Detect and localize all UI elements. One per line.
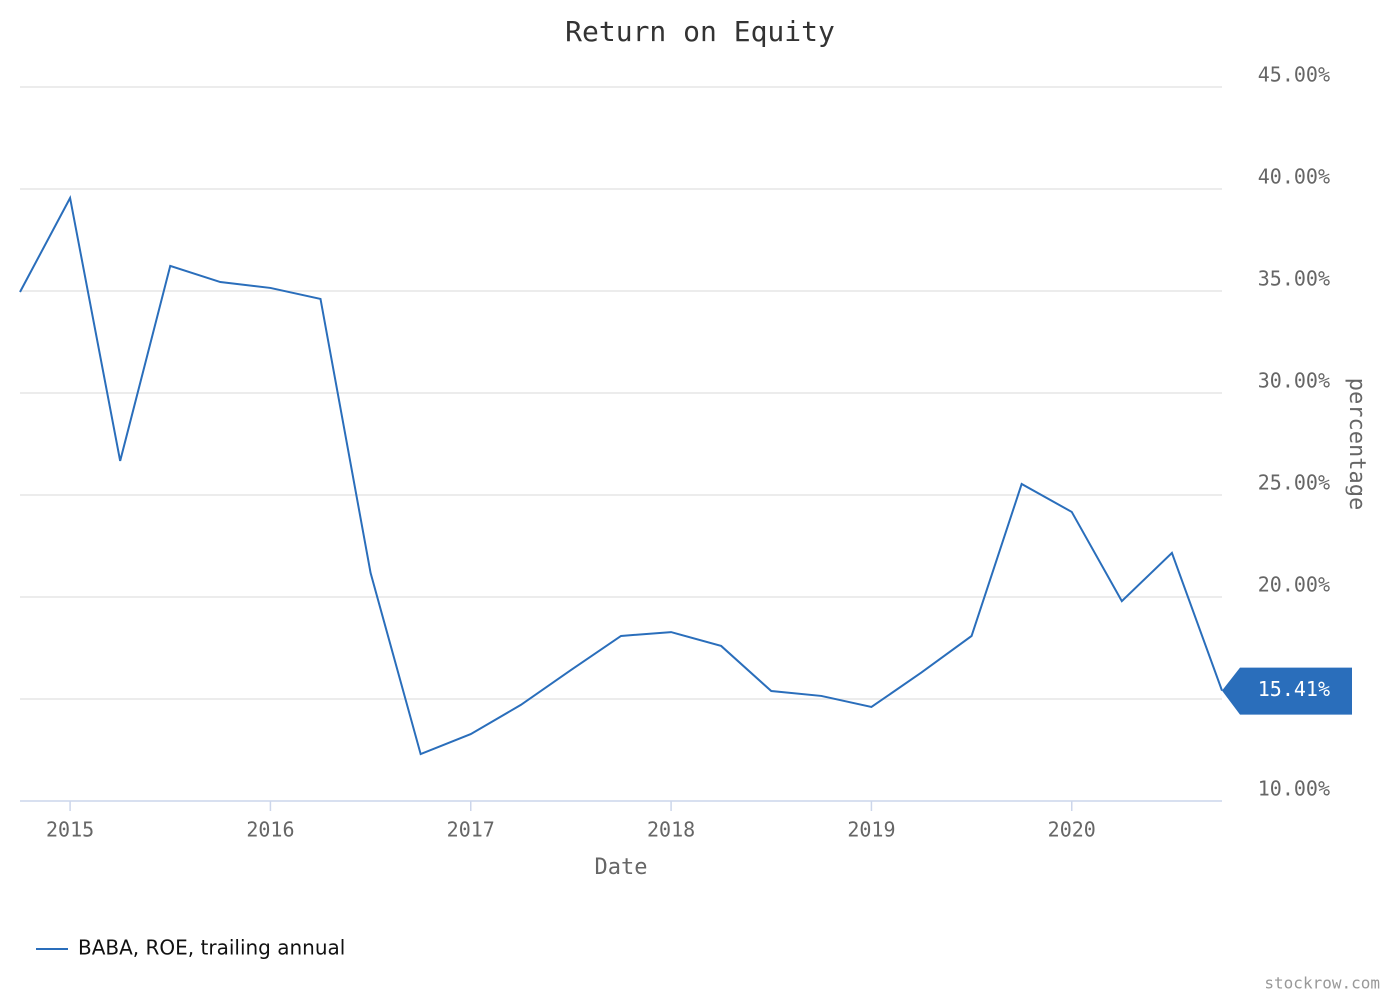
credit: stockrow.com (1264, 974, 1380, 993)
legend-label: BABA, ROE, trailing annual (78, 936, 345, 960)
line (19, 195, 1223, 756)
y-axis-title: percentage (1344, 378, 1369, 510)
y-tick-label: 10.00% (1258, 777, 1330, 801)
y-tick-label: 20.00% (1258, 573, 1330, 597)
x-tick-label: 2018 (647, 818, 695, 842)
y-tick-label: 30.00% (1258, 369, 1330, 393)
y-tick-label: 45.00% (1258, 63, 1330, 87)
x-tick-label: 2015 (46, 818, 94, 842)
x-tick-label: 2020 (1048, 818, 1096, 842)
x-axis-title: Date (595, 855, 648, 880)
y-tick-label: 35.00% (1258, 267, 1330, 291)
chart-title: Return on Equity (565, 15, 835, 48)
y-tick-label: 40.00% (1258, 165, 1330, 189)
x-tick-label: 2019 (847, 818, 895, 842)
x-tick-label: 2017 (447, 818, 495, 842)
y-tick-label: 25.00% (1258, 471, 1330, 495)
x-tick-label: 2016 (246, 818, 294, 842)
value-label: 15.41% (1258, 677, 1330, 701)
value-label-box (1222, 667, 1352, 715)
